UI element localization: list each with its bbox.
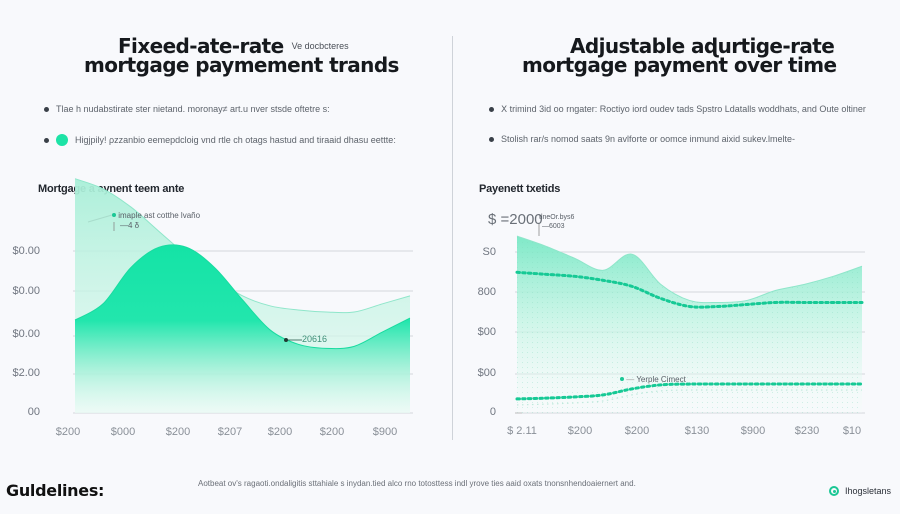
left-bullet-1: Tlae h nudabstirate ster nietand. morona… (44, 104, 330, 114)
accent-dot-icon (56, 134, 68, 146)
right-y-tick: 0 (489, 406, 496, 418)
left-chart (73, 178, 413, 414)
left-x-tick: $900 (372, 426, 398, 438)
right-annotation-top-value: $ =2000 (488, 211, 543, 228)
annotation-dot-icon (620, 377, 624, 381)
left-x-tick: $200 (165, 426, 191, 438)
line-payment (74, 244, 411, 350)
right-x-tick: $ 2.11 (507, 425, 537, 437)
dotted-yerple-cimect (515, 382, 864, 401)
right-x-tick: $130 (684, 425, 710, 437)
right-annotation-lower-label: Yerple Cimect (636, 375, 686, 384)
left-annotation-top: imaple ast cotthe lvaño (112, 211, 200, 220)
right-annotation-top-label: tlneOr.bys6 (539, 214, 575, 221)
left-y-tick: $0.00 (12, 328, 40, 340)
right-bullet-1-text: Ⅹ trimind 3id oo rngater: Roctiyo iord o… (501, 104, 866, 114)
dot-texture-adjustable-area (517, 236, 862, 413)
right-y-tick: $00 (477, 326, 496, 338)
right-bullet-1: Ⅹ trimind 3id oo rngater: Roctiyo iord o… (489, 104, 866, 115)
bullet-dot-icon (489, 136, 494, 142)
left-title-line1: Fixeed-ate-rate Ve docbcteres (118, 34, 349, 58)
left-x-tick: $200 (55, 426, 81, 438)
right-annotation-lower: — Yerple Cimect (620, 375, 686, 384)
right-x-tick: $900 (740, 425, 766, 437)
trough-marker (284, 338, 288, 342)
annotation-dot-icon (112, 213, 116, 217)
bullet-dot-icon (44, 106, 49, 112)
right-bullet-2-text: Stolish rar/s nomod saats 9n avlforte or… (501, 134, 795, 144)
left-annotation-trough: 20616 (302, 334, 328, 344)
right-y-tick: S0 (482, 246, 496, 258)
left-y-tick: 00 (27, 406, 40, 418)
left-y-tick: $2.00 (12, 367, 40, 379)
right-bullet-2: Stolish rar/s nomod saats 9n avlforte or… (489, 134, 795, 144)
right-annotation-top-detail: —6003 (542, 223, 565, 230)
guidelines-text: Aotbeat ov's ragaoti.ondaligitis sttahia… (198, 479, 636, 488)
footer-legend[interactable]: Ihogsletans (829, 486, 891, 496)
left-title-line2: mortgage paymement trands (84, 53, 399, 77)
right-y-tick: 800 (477, 286, 496, 298)
left-x-tick: $200 (319, 426, 345, 438)
left-x-tick: $000 (110, 426, 136, 438)
right-x-tick: $10 (842, 425, 862, 437)
guidelines-heading: Guldelines: (6, 481, 105, 500)
left-bullet-2: Higjpily! ρzzanbio eemepdcloig vnd rtle … (44, 134, 396, 146)
bullet-dot-icon (489, 107, 494, 112)
target-circle-icon (829, 486, 839, 496)
left-x-tick: $200 (267, 426, 293, 438)
dotted-rate-dotted (515, 270, 864, 309)
left-title-note: Ve docbcteres (291, 41, 349, 51)
left-bullet-1-text: Tlae h nudabstirate ster nietand. morona… (56, 104, 330, 114)
right-title-line1: Adjustable aɖurtige-rate (570, 34, 835, 58)
annotation-leader (87, 214, 113, 223)
area-payment (75, 244, 410, 413)
right-y-tick: $00 (477, 367, 496, 379)
right-x-tick: $200 (624, 425, 650, 437)
line-background-trend (74, 178, 411, 314)
left-x-tick: $207 (217, 426, 243, 438)
right-chart-subtitle: Payenett txetids (479, 183, 561, 195)
panel-divider (452, 36, 453, 440)
left-annotation-sub: —4 δ (120, 221, 140, 230)
left-y-tick: $0.00 (12, 245, 40, 257)
right-x-tick: $200 (567, 425, 593, 437)
left-bullet-2-text: Higjpily! ρzzanbio eemepdcloig vnd rtle … (75, 135, 396, 145)
left-y-tick: $0.00 (12, 285, 40, 297)
right-x-tick: $230 (794, 425, 820, 437)
right-chart (515, 224, 865, 414)
left-chart-subtitle: Mortgage a aynent teem ante (38, 183, 185, 195)
bullet-dot-icon (44, 137, 49, 143)
right-title-line2: mortgage payment over time (522, 53, 837, 77)
footer-legend-label: Ihogsletans (845, 486, 892, 496)
left-annotation-label: imaple ast cotthe lvaño (118, 211, 201, 220)
